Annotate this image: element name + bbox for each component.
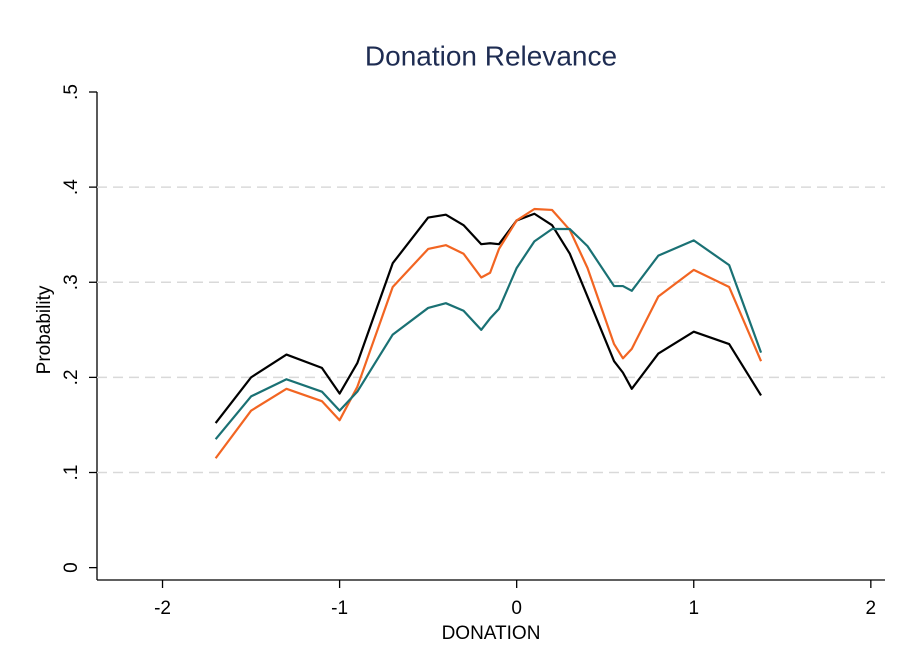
x-axis-label: DONATION (442, 623, 541, 644)
y-tick-label: 0 (61, 562, 82, 573)
x-tick-label: -1 (331, 598, 348, 619)
chart-title: Donation Relevance (365, 40, 617, 71)
line-series (214, 207, 763, 459)
line-series (214, 227, 763, 440)
x-tick-label: 1 (688, 598, 699, 619)
x-tick-label: -2 (154, 598, 171, 619)
x-tick-label: 0 (511, 598, 522, 619)
y-tick-label: .1 (61, 465, 82, 481)
y-tick-label: .5 (61, 84, 82, 100)
y-tick-label: .2 (61, 369, 82, 385)
y-axis-label: Probability (34, 285, 55, 374)
line-series (214, 212, 762, 424)
y-tick-label: .4 (61, 179, 82, 195)
y-tick-label: .3 (61, 274, 82, 290)
x-tick-label: 2 (866, 598, 877, 619)
